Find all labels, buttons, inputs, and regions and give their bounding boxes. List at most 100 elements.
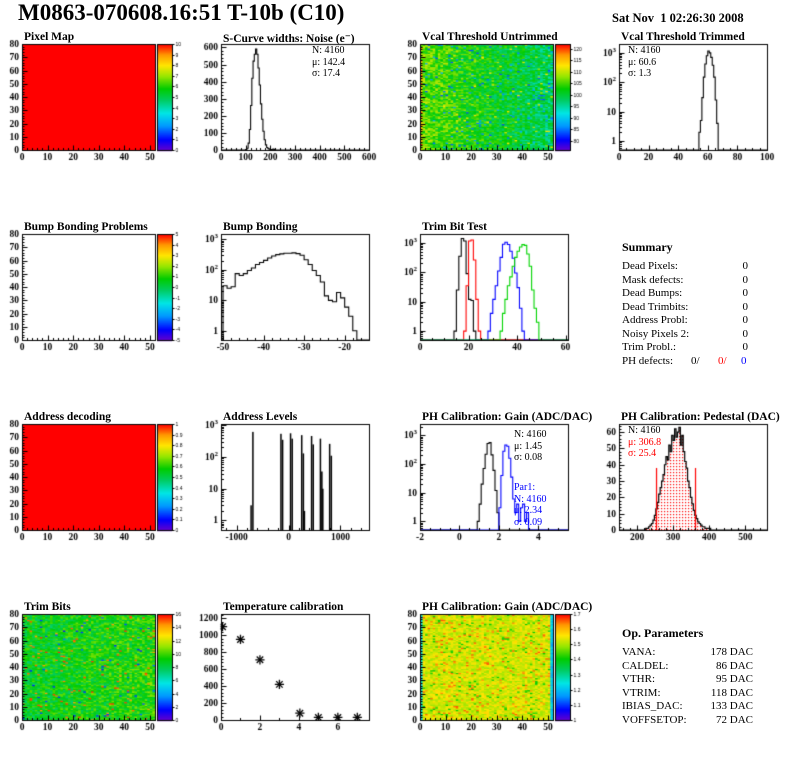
stat-mean: μ: 1.45: [514, 440, 543, 452]
ph-gain-hist-title: PH Calibration: Gain (ADC/DAC): [422, 411, 593, 423]
summary-value: 0: [742, 314, 749, 326]
report-header: M0863-070608.16:51 T-10b (C10) Sat Nov 1…: [0, 0, 796, 28]
bump-bonding-histogram-canvas: [199, 218, 398, 408]
summary-value: 0: [742, 273, 749, 286]
bump-problems-heatmap-canvas: [0, 218, 199, 408]
stat-entries: N: 4160: [514, 493, 547, 505]
op-label: VTRIM:: [622, 686, 661, 699]
summary-label: Mask defects:: [622, 273, 684, 286]
stat-entries: N: 4160: [312, 45, 345, 56]
trim-bits-title: Trim Bits: [24, 601, 71, 613]
op-label: VTHR:: [622, 673, 655, 685]
panel-scurve-noise: S-Curve widths: Noise (e⁻) N: 4160 μ: 14…: [199, 28, 398, 218]
panel-pixel-map: Pixel Map: [0, 28, 199, 218]
op-value: 95 DAC: [716, 673, 753, 685]
summary-label: PH defects:: [622, 354, 674, 367]
bump-problems-title: Bump Bonding Problems: [24, 221, 148, 233]
pixel-map-title: Pixel Map: [24, 31, 75, 43]
stat-entries: N: 4160: [514, 429, 547, 440]
pixel-map-heatmap-canvas: [0, 28, 199, 218]
ph-defects-black: 0/: [691, 354, 700, 367]
ph-defects-blue: 0: [741, 354, 747, 367]
op-label: VANA:: [622, 646, 656, 658]
op-parameter-row: VOFFSETOP: 72 DAC: [622, 714, 753, 726]
summary-label: Dead Bumps:: [622, 287, 683, 299]
summary-value: 0: [742, 300, 749, 313]
op-label: VOFFSETOP:: [622, 713, 687, 726]
temperature-calibration-scatter-canvas: [199, 598, 398, 772]
panel-trim-bit-test: Trim Bit Test: [398, 218, 597, 408]
op-label: IBIAS_DAC:: [622, 700, 683, 712]
op-value: 86 DAC: [716, 659, 753, 672]
panel-bump-bonding-problems: Bump Bonding Problems: [0, 218, 199, 408]
summary-label: Dead Trimbits:: [622, 300, 689, 313]
timestamp: Sat Nov 1 02:26:30 2008: [612, 11, 744, 25]
vcal-trimmed-stats-box: N: 4160 μ: 60.6 σ: 1.3: [628, 45, 661, 80]
ph-gain-heatmap-canvas: [398, 598, 597, 772]
op-parameters-title: Op. Parameters: [622, 626, 704, 640]
summary-row: Mask defects: 0: [622, 274, 748, 286]
summary-value: 0: [742, 287, 749, 299]
op-parameter-row: VTRIM: 118 DAC: [622, 687, 753, 699]
panel-ph-gain-map: PH Calibration: Gain (ADC/DAC): [398, 598, 597, 772]
stat-entries: N: 4160: [628, 45, 661, 56]
ph-defects-red: 0/: [718, 354, 727, 367]
trim-bit-test-title: Trim Bit Test: [422, 221, 487, 233]
panel-ph-gain-hist: PH Calibration: Gain (ADC/DAC) N: 4160 μ…: [398, 408, 597, 598]
address-decoding-heatmap-canvas: [0, 408, 199, 598]
summary-label: Noisy Pixels 2:: [622, 327, 690, 340]
ph-pedestal-stats-box: N: 4160 μ: 306.8 σ: 25.4: [628, 425, 661, 460]
panel-ph-pedestal: PH Calibration: Pedestal (DAC) N: 4160 μ…: [597, 408, 796, 598]
vcal-trimmed-title: Vcal Threshold Trimmed: [621, 31, 745, 43]
summary-row: Noisy Pixels 2: 0: [622, 328, 748, 340]
stat-sigma: σ: 0.09: [514, 516, 543, 528]
summary-row: Dead Trimbits: 0: [622, 301, 748, 313]
op-parameter-row: CALDEL: 86 DAC: [622, 660, 753, 672]
trim-bits-heatmap-canvas: [0, 598, 199, 772]
summary-row: Dead Bumps: 0: [622, 287, 748, 299]
op-value: 118 DAC: [710, 686, 753, 699]
scurve-title: S-Curve widths: Noise (e⁻): [223, 33, 355, 45]
stat-sigma: σ: 1.3: [628, 68, 652, 79]
summary-label: Trim Probl.:: [622, 341, 677, 353]
op-parameter-row: IBIAS_DAC: 133 DAC: [622, 700, 753, 712]
op-parameter-row: VTHR: 95 DAC: [622, 673, 753, 685]
op-label: CALDEL:: [622, 659, 669, 672]
op-value: 133 DAC: [710, 700, 753, 712]
panel-vcal-untrimmed: Vcal Threshold Untrimmed: [398, 28, 597, 218]
vcal-trimmed-histogram-canvas: [597, 28, 796, 218]
ph-gain-map-title: PH Calibration: Gain (ADC/DAC): [422, 601, 593, 613]
panel-trim-bits: Trim Bits: [0, 598, 199, 772]
scurve-histogram-canvas: [199, 28, 398, 218]
summary-row: Address Probl: 0: [622, 314, 748, 326]
summary-value: 0: [742, 327, 749, 340]
panel-bump-bonding: Bump Bonding: [199, 218, 398, 408]
address-levels-histogram-canvas: [199, 408, 398, 598]
summary-label: Dead Pixels:: [622, 260, 678, 272]
bump-bonding-title: Bump Bonding: [223, 221, 298, 233]
vcal-untrimmed-title: Vcal Threshold Untrimmed: [422, 31, 558, 43]
trim-bit-test-histogram-canvas: [398, 218, 597, 408]
address-decoding-title: Address decoding: [24, 411, 112, 423]
ph-gain-par1-stats-box: Par1: N: 4160 μ: 2.34 σ: 0.09: [514, 482, 547, 528]
summary-value: 0: [742, 341, 749, 353]
temperature-calibration-title: Temperature calibration: [223, 601, 344, 613]
stat-sigma: σ: 0.08: [514, 452, 543, 463]
stat-sigma: σ: 17.4: [312, 68, 341, 79]
summary-row-ph-defects: PH defects: 0/ 0/ 0: [622, 355, 748, 367]
panel-address-levels: Address Levels: [199, 408, 398, 598]
summary-row: Dead Pixels: 0: [622, 260, 748, 272]
op-value: 178 DAC: [710, 646, 753, 658]
address-levels-title: Address Levels: [223, 411, 298, 423]
page-title: M0863-070608.16:51 T-10b (C10): [18, 0, 345, 25]
op-parameter-row: VANA: 178 DAC: [622, 646, 753, 658]
stat-sigma: σ: 25.4: [628, 448, 657, 459]
panel-temperature-calibration: Temperature calibration: [199, 598, 398, 772]
panel-summary: Summary Dead Pixels: 0 Mask defects: 0 Dea…: [597, 218, 796, 408]
panel-op-parameters: Op. Parameters VANA: 178 DAC CALDEL: 86 DA…: [597, 598, 796, 772]
panel-address-decoding: Address decoding: [0, 408, 199, 598]
summary-value: 0: [742, 260, 749, 272]
stat-mean: μ: 142.4: [312, 56, 346, 68]
stat-mean: μ: 2.34: [514, 505, 543, 516]
ph-pedestal-title: PH Calibration: Pedestal (DAC): [621, 411, 780, 423]
